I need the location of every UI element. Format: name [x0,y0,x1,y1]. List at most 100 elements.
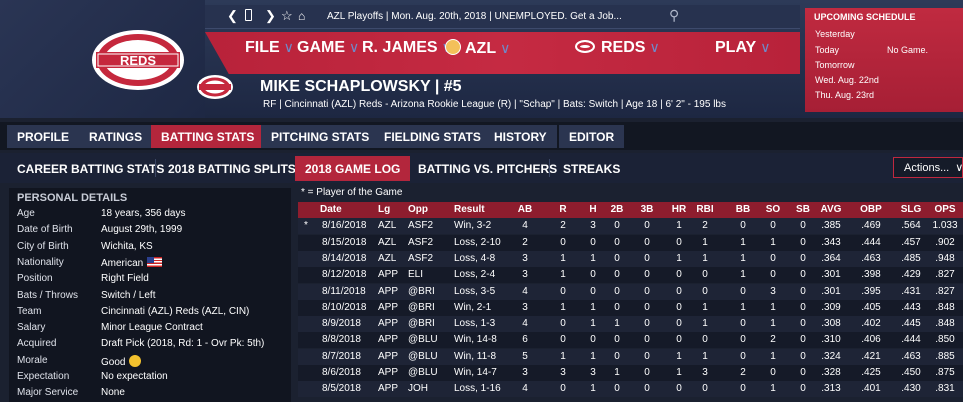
schedule-day[interactable]: Yesterday [815,29,855,39]
subtab-career-batting-stats[interactable]: CAREER BATTING STATS [17,162,165,176]
table-cell: 0 [800,285,806,297]
table-cell: 3 [590,220,596,232]
table-row[interactable]: 8/5/2018 APP JOH Loss, 1-16 4 0 1 0 0 0 0 0 1 0 .313 .4… [298,381,963,398]
column-header[interactable]: BB [735,204,751,215]
team-menu[interactable]: REDS ∨ [575,39,660,57]
table-cell: 1 [676,220,682,232]
table-row[interactable]: 8/10/2018 APP @BRI Win, 2-1 3 1 1 0 0 0 1 1 1 0 .309 .4… [298,299,963,316]
schedule-day[interactable]: Tomorrow [815,60,855,70]
back-arrow-icon[interactable]: ❮ [227,8,238,23]
column-header[interactable]: Lg [378,204,391,215]
subtab-batting-splits[interactable]: 2018 BATTING SPLITS [168,162,296,176]
column-header[interactable]: 3B [640,204,654,215]
chevron-down-icon: ∨ [349,39,360,55]
actions-dropdown[interactable]: Actions... ∨ [893,157,963,178]
tab-editor[interactable]: EDITOR [559,125,625,148]
table-row[interactable]: 8/12/2018 APP ELI Loss, 2-4 3 1 0 0 0 0 0 1 0 0 .301 .3… [298,267,963,284]
table-row[interactable]: 8/11/2018 APP @BRI Loss, 3-5 4 0 0 0 0 0 0 0 3 0 .301.… [298,283,963,300]
search-icon[interactable]: ⚲ [669,7,680,23]
tab-fielding-stats[interactable]: FIELDING STATS [374,125,491,148]
table-cell: AZL [378,252,397,264]
table-cell: 4 [522,383,528,395]
table-cell: 0 [590,269,596,281]
star-icon[interactable]: ☆ [281,8,293,23]
table-cell: 0 [800,383,806,395]
column-header[interactable]: RBI [696,204,714,215]
table-cell: 3 [522,252,528,264]
tab-profile[interactable]: PROFILE [7,125,80,148]
detail-label: Acquired [17,338,57,350]
table-cell: 1 [590,318,596,330]
home-icon[interactable]: ⌂ [298,9,306,23]
column-header[interactable]: 2B [610,204,624,215]
column-header[interactable]: OPS [934,204,956,215]
phone-icon[interactable] [245,9,252,21]
game-menu[interactable]: GAME ∨ [297,39,360,56]
table-cell: 1 [590,350,596,362]
table-cell: Win, 14-7 [454,367,497,378]
column-header[interactable]: SB [796,204,810,215]
column-header[interactable]: H [589,204,597,215]
detail-row: City of Birth Wichita, KS [17,241,291,257]
column-header[interactable]: HR [671,204,687,215]
table-cell: 2 [740,367,746,378]
table-cell: 0 [614,220,620,232]
column-header[interactable]: AVG [820,204,842,215]
column-header[interactable]: R [559,204,567,215]
tab-ratings[interactable]: RATINGS [79,125,153,148]
table-cell: .463 [861,252,881,264]
table-cell: .564 [901,220,921,232]
table-row[interactable]: 8/14/2018 AZL ASF2 Loss, 4-8 3 1 1 0 0 1 1 1 0 0 .364.… [298,250,963,267]
table-cell: .445 [901,318,921,330]
reds-logo[interactable]: REDS [90,28,186,92]
column-header[interactable]: Opp [408,204,428,215]
table-row[interactable]: 8/15/2018 AZL ASF2 Loss, 2-10 2 0 0 0 0 0 1 1 1 0 .343… [298,234,963,251]
table-cell: .308 [821,318,841,330]
tab-batting-stats[interactable]: BATTING STATS [151,125,265,148]
table-cell: ASF2 [408,220,434,232]
detail-row: Salary Minor League Contract [17,322,291,338]
file-menu[interactable]: FILE ∨ [245,39,294,56]
subtab-game-log[interactable]: 2018 GAME LOG [295,156,411,181]
play-menu[interactable]: PLAY ∨ [715,39,771,56]
table-cell: 2 [560,220,566,232]
reds-small-logo-icon [575,40,595,53]
manager-menu[interactable]: R. JAMES∨ [362,39,452,57]
subtab-streaks[interactable]: STREAKS [563,162,621,176]
league-menu[interactable]: AZL ∨ [445,39,510,58]
table-cell: .431 [901,285,921,297]
detail-label: Salary [17,322,46,334]
table-row[interactable]: 8/6/2018 APP @BLU Win, 14-7 3 3 3 1 0 1 3 2 0 0 .328 .4… [298,365,963,381]
schedule-day[interactable]: Wed. Aug. 22nd [815,75,879,85]
table-cell: 1 [676,350,682,362]
schedule-day[interactable]: Today [815,45,840,55]
table-cell: .848 [935,318,955,330]
table-cell: 0 [560,334,566,346]
table-cell: 0 [614,383,620,395]
tab-history[interactable]: HISTORY [484,125,557,148]
table-cell: 3 [702,367,708,378]
forward-arrow-icon[interactable]: ❯ [265,8,276,23]
detail-value: Switch / Left [101,289,156,301]
table-row[interactable]: 8/9/2018 APP @BRI Loss, 1-3 4 0 1 1 0 0 1 0 1 0 .308 .4… [298,316,963,333]
table-cell: .430 [901,383,921,395]
column-header[interactable]: Date [320,204,342,215]
table-header-row: Date Lg Opp Result AB R H 2B 3B HR RBI BB SO SB AVG OBP… [298,202,963,218]
subtab-batting-vs-pitchers[interactable]: BATTING VS. PITCHERS [418,162,558,176]
column-header[interactable]: OBP [860,204,882,215]
table-cell: 0 [614,334,620,346]
table-cell: 8/12/2018 [322,269,367,281]
table-row[interactable]: 8/7/2018 APP @BLU Win, 11-8 5 1 1 0 0 1 1 0 1 0 .324 .4… [298,348,963,365]
column-header[interactable]: Result [454,204,485,215]
table-row[interactable]: 8/8/2018 APP @BLU Win, 14-8 6 0 0 0 0 0 0 0 2 0 .310 .4… [298,332,963,349]
table-cell: Loss, 1-16 [454,383,501,395]
table-cell: 1 [614,318,620,330]
column-header[interactable]: SO [765,204,781,215]
tab-pitching-stats[interactable]: PITCHING STATS [261,125,380,148]
chevron-down-icon: ∨ [649,39,660,55]
column-header[interactable]: SLG [900,204,922,215]
schedule-title: UPCOMING SCHEDULE [814,12,916,22]
column-header[interactable]: AB [517,204,533,215]
schedule-day[interactable]: Thu. Aug. 23rd [815,90,875,100]
table-row[interactable]: 8/16/2018 AZL ASF2 Win, 3-2 4 2 3 0 0 1 2 0 0 0 .385 .4… [298,218,963,235]
